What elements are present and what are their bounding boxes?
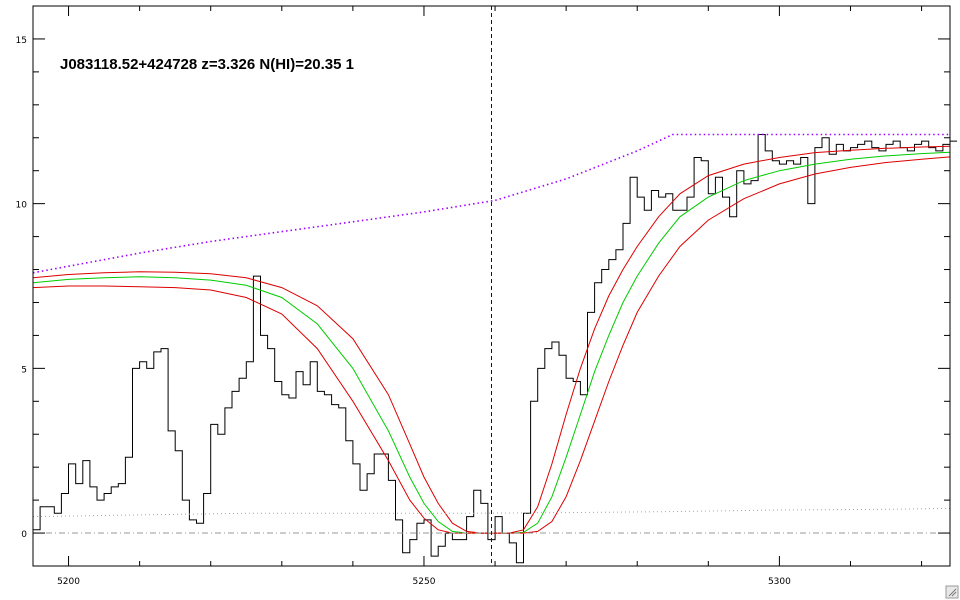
x-tick-label: 5300 bbox=[768, 577, 791, 587]
chart-title: J083118.52+424728 z=3.326 N(HI)=20.35 1 bbox=[60, 56, 354, 73]
y-tick-label: 10 bbox=[16, 201, 28, 211]
y-tick-label: 0 bbox=[21, 530, 27, 540]
continuum-line bbox=[32, 133, 950, 274]
y-tick-label: 5 bbox=[21, 365, 27, 375]
resize-grip-icon bbox=[945, 585, 959, 599]
plot-frame bbox=[32, 5, 951, 567]
x-tick-label: 5200 bbox=[57, 577, 80, 587]
flux-line bbox=[33, 134, 958, 564]
axis-ticks: 5200 5250 5300 0 5 10 15 bbox=[16, 6, 950, 587]
y-tick-label: 15 bbox=[16, 36, 27, 46]
series-layer bbox=[32, 133, 958, 564]
x-tick-label: 5250 bbox=[413, 577, 436, 587]
upper-line bbox=[32, 145, 951, 534]
